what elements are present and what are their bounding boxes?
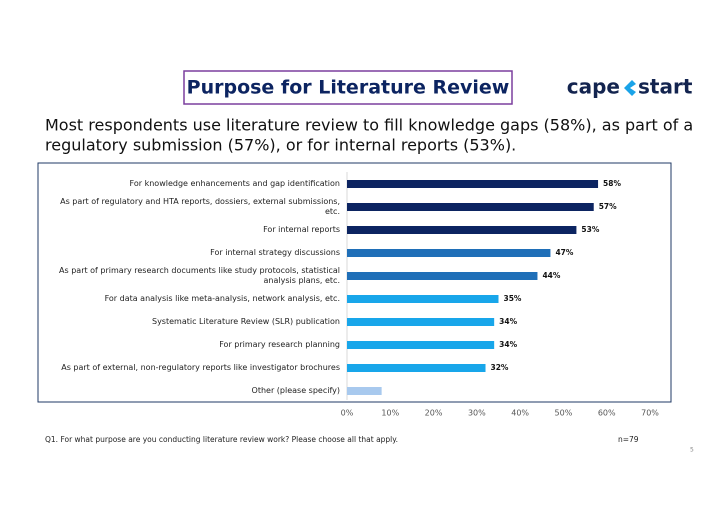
- page-number: 5: [690, 447, 694, 454]
- bar: [347, 387, 382, 395]
- category-label: As part of primary research documents li…: [59, 266, 340, 285]
- bar: [347, 341, 495, 349]
- value-label: 32%: [491, 363, 509, 372]
- value-label: 47%: [555, 248, 573, 257]
- value-label: 53%: [581, 225, 599, 234]
- category-label: For knowledge enhancements and gap ident…: [129, 179, 340, 188]
- category-label: For primary research planning: [219, 340, 340, 349]
- value-label: 58%: [603, 179, 621, 188]
- x-tick-label: 60%: [598, 409, 616, 418]
- category-label: Systematic Literature Review (SLR) publi…: [151, 317, 340, 326]
- logo-left: cape: [567, 75, 620, 99]
- logo-icon: [624, 80, 636, 96]
- value-label: 34%: [499, 340, 517, 349]
- x-tick-label: 70%: [641, 409, 659, 418]
- bar: [347, 318, 495, 326]
- bar: [347, 249, 551, 257]
- subtitle: Most respondents use literature review t…: [45, 116, 693, 135]
- category-label: As part of external, non-regulatory repo…: [61, 363, 340, 372]
- bar: [347, 203, 594, 211]
- category-label: For internal strategy discussions: [210, 248, 340, 257]
- footnote: Q1. For what purpose are you conducting …: [45, 435, 398, 444]
- category-label: As part of regulatory and HTA reports, d…: [60, 197, 340, 216]
- value-label: 57%: [599, 202, 617, 211]
- x-tick-label: 20%: [425, 409, 443, 418]
- x-tick-label: 10%: [381, 409, 399, 418]
- sample-size: n=79: [618, 435, 639, 444]
- title-box: [183, 70, 513, 105]
- bar: [347, 180, 599, 188]
- x-tick-label: 40%: [511, 409, 529, 418]
- bar: [347, 295, 499, 303]
- bar: [347, 226, 577, 234]
- value-label: 35%: [504, 294, 522, 303]
- logo-right: start: [638, 75, 693, 99]
- x-tick-label: 50%: [555, 409, 573, 418]
- category-label: For internal reports: [263, 225, 340, 234]
- x-tick-label: 0%: [341, 409, 354, 418]
- x-tick-label: 30%: [468, 409, 486, 418]
- bar: [347, 364, 486, 372]
- category-label: For data analysis like meta-analysis, ne…: [104, 294, 340, 303]
- subtitle: regulatory submission (57%), or for inte…: [45, 136, 516, 155]
- title: Purpose for Literature Review: [187, 77, 510, 99]
- bar: [347, 272, 538, 280]
- value-label: 44%: [542, 271, 560, 280]
- chart-frame: [37, 162, 672, 403]
- category-label: Other (please specify): [251, 386, 340, 395]
- value-label: 34%: [499, 317, 517, 326]
